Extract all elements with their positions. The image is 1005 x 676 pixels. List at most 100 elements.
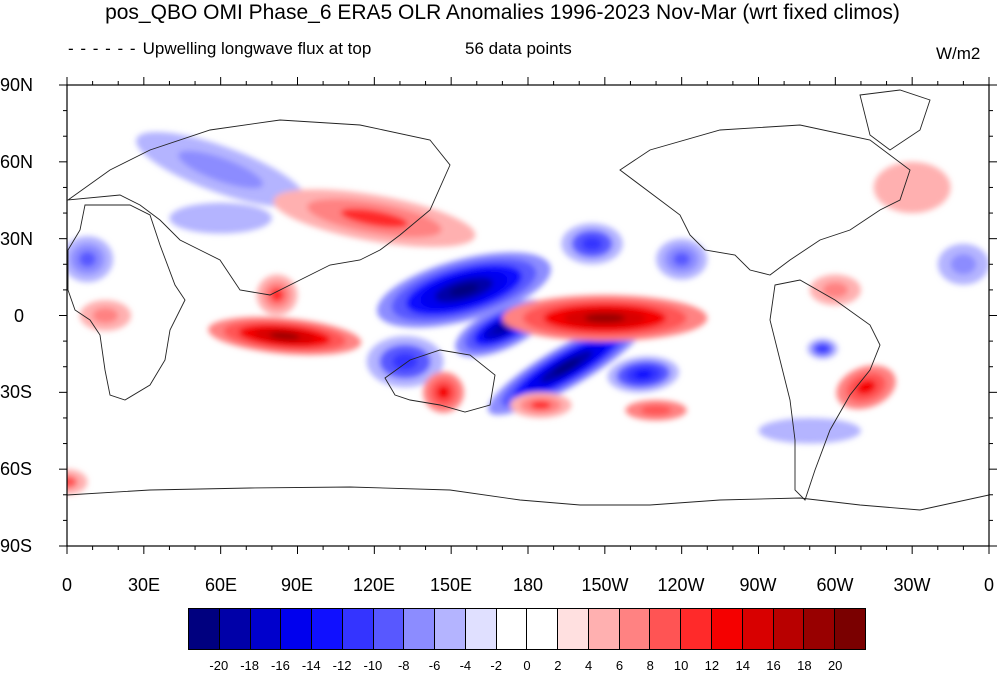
xtick-label-0: 0 xyxy=(61,575,72,595)
anomaly-contour-21-1 xyxy=(92,307,119,324)
legend-line-label: - - - - - - Upwelling longwave flux at to… xyxy=(68,39,371,59)
anomaly-contour-18-1 xyxy=(530,400,552,410)
coast-eurasia xyxy=(67,119,451,296)
colorbar-label: -4 xyxy=(459,658,472,673)
colorbar-label: -20 xyxy=(209,658,229,673)
anomaly-contour-0-1 xyxy=(449,283,479,297)
anomaly-contour-2-1 xyxy=(553,358,580,375)
variable-label: Upwelling longwave flux at top xyxy=(142,39,372,58)
coast-australia xyxy=(384,349,496,413)
xtick-label-60e: 60E xyxy=(204,575,238,595)
ytick-label-60s: 60S xyxy=(0,459,33,479)
anomaly-contour-24-1 xyxy=(873,161,951,214)
colorbar-label: 20 xyxy=(827,658,843,673)
coast-antarctica xyxy=(67,486,989,511)
coast-africa xyxy=(67,204,186,401)
xtick-label-120e: 120E xyxy=(352,575,396,595)
colorbar-label: -16 xyxy=(271,658,290,673)
colorbar-box xyxy=(804,609,836,649)
colorbar-box xyxy=(712,609,743,649)
anomaly-contour-12-1 xyxy=(758,417,861,444)
anomaly-contour-6-1 xyxy=(673,252,691,266)
anomaly-contour-19-1 xyxy=(640,405,672,416)
anomaly-contour-5-1 xyxy=(581,236,603,251)
colorbar xyxy=(188,608,866,650)
anomaly-contour-16-1 xyxy=(340,208,408,228)
colorbar-box xyxy=(496,609,528,649)
colorbar-label: 4 xyxy=(585,658,593,673)
ytick-label-30n: 30N xyxy=(0,229,34,249)
xtick-label-60w: 60W xyxy=(816,575,854,595)
colorbar-label: 16 xyxy=(766,658,781,673)
anomaly-contour-15-1 xyxy=(270,288,284,302)
colorbar-box xyxy=(773,609,805,649)
colorbar-label: 14 xyxy=(735,658,750,673)
coast-north-america xyxy=(619,124,911,276)
colorbar-label: -14 xyxy=(301,658,321,673)
anomaly-contour-17-1 xyxy=(436,385,451,400)
colorbar-box xyxy=(465,609,497,649)
colorbar-box xyxy=(342,609,374,649)
colorbar-box xyxy=(435,609,466,649)
anomaly-contour-3-1 xyxy=(392,353,418,371)
colorbar-box xyxy=(650,609,682,649)
coastlines xyxy=(67,89,989,511)
xtick-label-180: 180 xyxy=(512,575,544,595)
colorbar-box xyxy=(619,609,651,649)
colorbar-box xyxy=(588,609,620,649)
colorbar-box xyxy=(404,609,436,649)
colorbar-label: -6 xyxy=(428,658,441,673)
colorbar-box xyxy=(312,609,343,649)
anomaly-contour-1-1 xyxy=(492,322,512,335)
colorbar-box xyxy=(835,609,865,649)
colorbar-label: 12 xyxy=(704,658,720,673)
anomaly-contour-8-1 xyxy=(78,251,97,267)
units-label: W/m2 xyxy=(936,44,981,63)
colorbar-box xyxy=(373,609,405,649)
dash-line-icon: - - - - - - xyxy=(68,39,137,58)
colorbar-label: 10 xyxy=(673,658,689,673)
colorbar-box xyxy=(558,609,589,649)
anomaly-contour-10-1 xyxy=(950,254,977,275)
ytick-label-eq: 0 xyxy=(14,306,25,326)
chart-title: pos_QBO OMI Phase_6 ERA5 OLR Anomalies 1… xyxy=(105,1,900,24)
colorbar-label: 8 xyxy=(646,658,654,673)
ytick-label-90n: 90N xyxy=(0,75,34,95)
colorbar-label: 0 xyxy=(523,658,531,673)
colorbar-label: -10 xyxy=(363,658,383,673)
colorbar-box xyxy=(681,609,713,649)
anomaly-contour-20-1 xyxy=(856,379,876,395)
coast-south-america xyxy=(769,279,881,501)
xtick-label-90w: 90W xyxy=(739,575,777,595)
xtick-label-30e: 30E xyxy=(127,575,161,595)
ytick-label-90s: 90S xyxy=(0,536,33,556)
xtick-label-0-right: 0 xyxy=(983,575,994,595)
anomaly-blobs xyxy=(67,131,989,495)
colorbar-box xyxy=(742,609,774,649)
ytick-label-60n: 60N xyxy=(0,152,34,172)
xtick-label-90e: 90E xyxy=(280,575,314,595)
colorbar-label: 2 xyxy=(554,658,562,673)
ytick-label-30s: 30S xyxy=(0,382,33,402)
colorbar-label: 18 xyxy=(797,658,812,673)
colorbar-label: -8 xyxy=(397,658,410,673)
colorbar-box xyxy=(250,609,282,649)
colorbar-box xyxy=(189,609,220,649)
colorbar-box xyxy=(281,609,313,649)
anomaly-contour-13-1 xyxy=(584,313,626,323)
coast-greenland xyxy=(859,89,931,151)
data-points-label: 56 data points xyxy=(465,39,572,58)
colorbar-box xyxy=(527,609,559,649)
olr-anomaly-field xyxy=(67,85,989,546)
xtick-label-30w: 30W xyxy=(893,575,931,595)
anomaly-contour-7-1 xyxy=(178,150,263,189)
anomaly-contour-4-1 xyxy=(634,369,653,379)
xtick-label-150e: 150E xyxy=(429,575,473,595)
axis-ticks xyxy=(59,77,997,554)
anomaly-contour-23-1 xyxy=(822,282,849,298)
colorbar-label: -18 xyxy=(240,658,260,673)
anomaly-contour-14-1 xyxy=(269,332,301,340)
anomaly-contour-22-1 xyxy=(67,475,78,489)
colorbar-label: 6 xyxy=(615,658,624,673)
